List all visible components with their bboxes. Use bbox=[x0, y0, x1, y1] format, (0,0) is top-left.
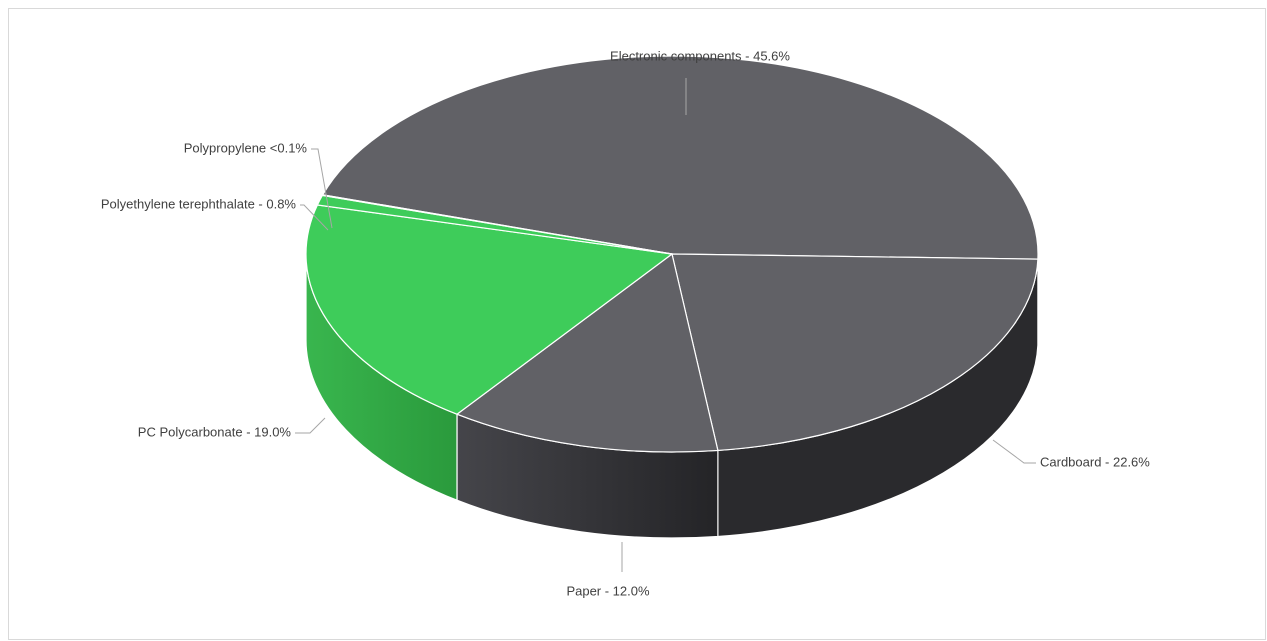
pie-slice-electronic-components bbox=[321, 55, 1039, 260]
leader-line-polyethylene-terephthalate bbox=[300, 204, 329, 231]
data-label-paper: Paper - 12.0% bbox=[566, 583, 650, 598]
data-label-electronic-components: Electronic components - 45.6% bbox=[610, 48, 790, 63]
pie-slice-polypropylene bbox=[321, 194, 673, 255]
leader-line-polypropylene bbox=[311, 148, 333, 229]
pie-slice-pc-polycarbonate bbox=[305, 204, 674, 415]
data-label-cardboard: Cardboard - 22.6% bbox=[1040, 454, 1150, 469]
leader-line-cardboard bbox=[992, 439, 1036, 464]
leader-line-pc-polycarbonate bbox=[295, 417, 326, 434]
pie-slice-cardboard bbox=[671, 253, 1039, 452]
pie-slice-paper bbox=[455, 252, 719, 453]
data-label-pc-polycarbonate: PC Polycarbonate - 19.0% bbox=[138, 424, 292, 439]
data-label-polypropylene: Polypropylene <0.1% bbox=[184, 140, 308, 155]
data-label-polyethylene-terephthalate: Polyethylene terephthalate - 0.8% bbox=[101, 196, 297, 211]
